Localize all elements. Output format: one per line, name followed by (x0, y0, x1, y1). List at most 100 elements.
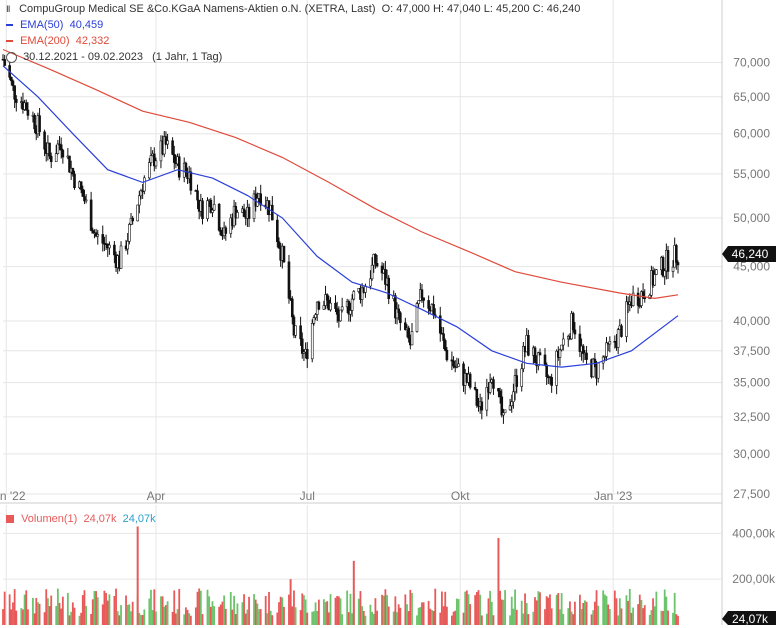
volume-bar (374, 598, 377, 625)
last-price-tag (722, 246, 776, 263)
volume-bar (136, 526, 139, 625)
volume-legend[interactable]: Volumen(1) 24,07k 24,07k (6, 513, 156, 525)
candle-body (558, 349, 562, 358)
candle-body (450, 359, 454, 362)
ema200-label: EMA(200) (20, 35, 70, 47)
candle-body (219, 230, 223, 236)
candle-body (154, 160, 158, 167)
volume-bar (467, 594, 470, 625)
volume-bar (184, 607, 187, 625)
volume-bar (597, 605, 600, 625)
volume-bar (246, 609, 249, 625)
volume-bar (364, 615, 367, 625)
legend-range[interactable]: 30.12.2021 - 09.02.2023 (1 Jahr, 1 Tag) (6, 51, 222, 63)
candle-body (234, 205, 238, 219)
volume-bar (446, 606, 448, 625)
volume-bar (160, 596, 162, 625)
candle-body (236, 212, 239, 219)
volume-bar (485, 613, 488, 625)
volume-bar (640, 600, 643, 625)
volume-bar (667, 610, 669, 625)
volume-bar (276, 612, 279, 625)
candle-body (573, 329, 577, 335)
volume-bar (178, 588, 181, 625)
candle-body (48, 142, 51, 157)
volume-bar (163, 606, 166, 625)
volume-bar (248, 596, 250, 625)
ema50-label: EMA(50) (20, 19, 64, 31)
volume-bar (283, 606, 285, 625)
volume-bar (20, 608, 23, 625)
volume-bar (312, 611, 315, 625)
candle-body (290, 298, 294, 318)
volume-bar (643, 605, 646, 625)
candle-body (410, 331, 414, 346)
candle-body (119, 245, 123, 269)
x-tick-label: Okt (451, 489, 470, 503)
ema50-swatch (6, 24, 13, 27)
candle-body (59, 144, 63, 151)
volume-last-tag (722, 611, 776, 625)
candle-body (61, 149, 65, 158)
volume-bar (642, 608, 644, 625)
chart-type-icon: Ⅱ (6, 4, 11, 14)
volume-bar (236, 603, 239, 625)
candle-body (329, 302, 332, 311)
volume-bar (141, 615, 144, 625)
candle-body (500, 396, 504, 416)
candle-body (616, 329, 620, 348)
volume-bar (489, 590, 492, 625)
volume-bar (341, 614, 344, 625)
legend-ema50[interactable]: EMA(50) 40,459 (6, 19, 103, 31)
candle-body (196, 190, 199, 201)
volume-bar (223, 595, 226, 625)
volume-bar (8, 594, 11, 625)
volume-bar (544, 609, 546, 625)
volume-bar (653, 606, 656, 625)
volume-bar (549, 594, 551, 625)
candle-body (334, 302, 337, 310)
x-tick-label: Jul (300, 489, 315, 503)
volume-bar (655, 591, 658, 625)
candle-body (143, 177, 146, 192)
volume-bar (592, 610, 595, 625)
volume-bar (322, 599, 325, 625)
volume-bar (574, 601, 576, 625)
candle-body (314, 314, 317, 318)
y-tick-label: 55,000 (733, 167, 770, 181)
volume-bar (421, 602, 423, 625)
volume-bar (329, 594, 332, 625)
volume-bar (429, 608, 432, 625)
volume-bar (294, 607, 297, 625)
volume-bar (38, 603, 41, 625)
volume-bar (327, 612, 330, 625)
volume-bar (229, 592, 232, 625)
volume-bar (241, 602, 244, 625)
candle-body (452, 360, 455, 367)
volume-bar (27, 609, 29, 625)
legend-ema200[interactable]: EMA(200) 42,332 (6, 35, 109, 47)
volume-bar (148, 598, 151, 625)
volume-last-label: 24,07k (732, 612, 769, 625)
volume-bar (13, 589, 16, 625)
candle-body (276, 219, 279, 243)
ema-lines (2, 48, 679, 368)
candle-body (81, 189, 85, 197)
volume-bar (547, 597, 550, 625)
volume-bar (593, 601, 596, 625)
volume-bar (480, 615, 483, 625)
candle-body (162, 136, 166, 155)
candle-body (455, 366, 459, 368)
date-range: 30.12.2021 - 09.02.2023 (23, 51, 143, 63)
candle-body (148, 162, 151, 179)
volume-bar (293, 590, 295, 625)
candle-body (407, 327, 410, 339)
volume-bar (515, 609, 518, 625)
candle-body (24, 102, 28, 111)
volume-bar (254, 599, 257, 625)
candle-body (11, 80, 15, 87)
volume-bar (404, 594, 407, 625)
candle-body (113, 244, 116, 256)
candle-body (497, 388, 500, 392)
candle-body (578, 333, 582, 352)
